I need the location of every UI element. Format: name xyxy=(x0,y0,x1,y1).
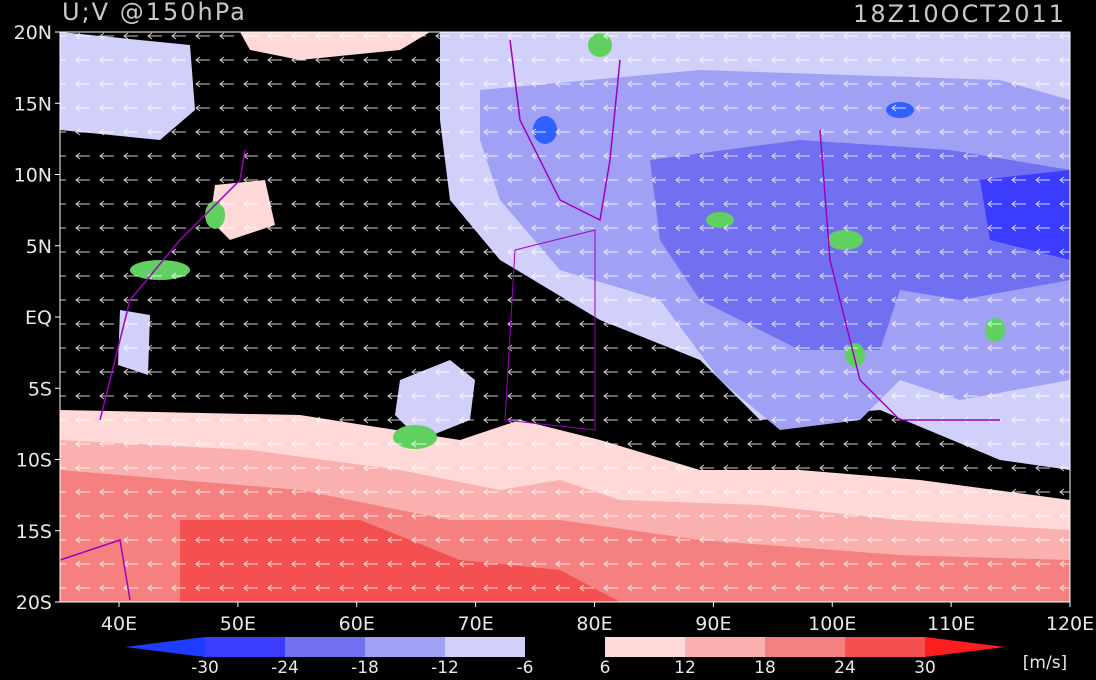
colorbar-label: -18 xyxy=(351,658,379,678)
lat-label: 10N xyxy=(14,165,52,187)
colorbar-segment xyxy=(685,637,765,657)
axes: 20N 15N 10N 5N EQ 5S 10S 15S 20S 40E 50E 60E 70E 80E 9… xyxy=(14,22,1095,635)
colorbar-segment xyxy=(605,637,685,657)
lon-label: 80E xyxy=(576,613,612,635)
colorbar-label: 24 xyxy=(834,658,856,678)
colorbar-segment xyxy=(285,637,365,657)
lon-label: 70E xyxy=(458,613,494,635)
lat-label: 5S xyxy=(28,378,52,400)
colorbar-label: 6 xyxy=(600,658,611,678)
colorbar-segment xyxy=(205,637,285,657)
colorbar-label: -6 xyxy=(517,658,534,678)
lon-label: 100E xyxy=(808,613,856,635)
lon-label: 110E xyxy=(927,613,975,635)
colorbar-segment xyxy=(365,637,445,657)
lat-label: EQ xyxy=(25,307,52,329)
colorbar-label: 12 xyxy=(674,658,696,678)
colorbar-arrow xyxy=(925,637,1005,657)
map-field xyxy=(60,32,1070,602)
lat-label: 20N xyxy=(14,22,52,44)
lat-label: 15S xyxy=(16,521,52,543)
colorbar-label: -12 xyxy=(431,658,459,678)
colorbar-label: -24 xyxy=(271,658,299,678)
colorbar: -30 -24 -18 -12 -6 6 12 18 24 30 [m/s] xyxy=(125,637,1067,678)
map-title: U;V @150hPa xyxy=(62,0,247,26)
colorbar-arrow xyxy=(125,637,205,657)
colorbar-unit: [m/s] xyxy=(1023,653,1067,673)
lat-label: 15N xyxy=(14,93,52,115)
lon-label: 60E xyxy=(339,613,375,635)
lon-label: 90E xyxy=(695,613,731,635)
colorbar-label: 30 xyxy=(914,658,936,678)
lat-label: 20S xyxy=(16,592,52,614)
colorbar-label: 18 xyxy=(754,658,776,678)
colorbar-label: -30 xyxy=(191,658,219,678)
lon-label: 120E xyxy=(1046,613,1094,635)
colorbar-segment xyxy=(765,637,845,657)
lon-label: 50E xyxy=(220,613,256,635)
lat-label: 5N xyxy=(26,236,52,258)
colorbar-segment xyxy=(445,637,525,657)
lat-label: 10S xyxy=(16,450,52,472)
map-date: 18Z10OCT2011 xyxy=(853,0,1066,28)
colorbar-segment xyxy=(845,637,925,657)
colorbar-segment xyxy=(525,637,605,657)
lon-label: 40E xyxy=(101,613,137,635)
